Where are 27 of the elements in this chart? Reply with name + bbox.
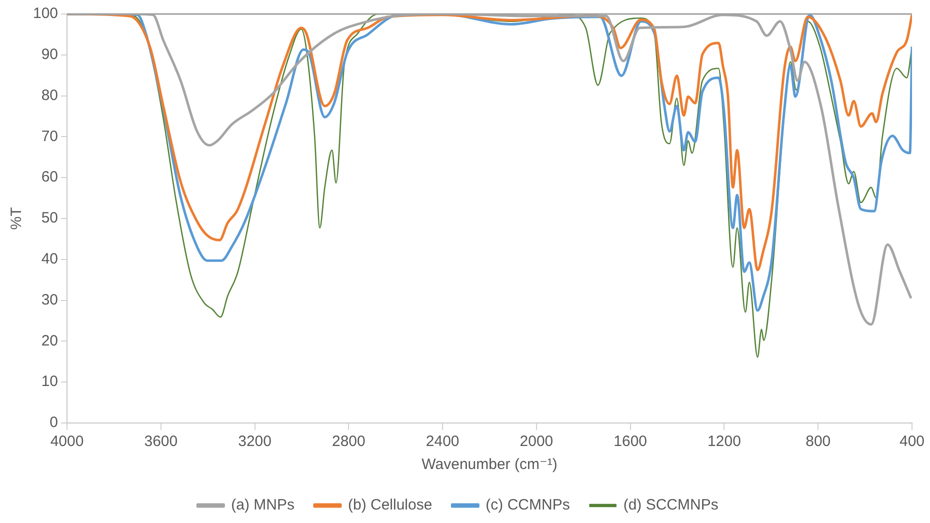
- y-tick-label: 50: [41, 210, 58, 227]
- legend-label: (b) Cellulose: [348, 496, 432, 514]
- y-tick-label: 80: [41, 86, 58, 104]
- y-tick-label: 40: [41, 250, 58, 268]
- x-tick-label: 3600: [144, 433, 178, 450]
- legend-label: (d) SCCMNPs: [623, 496, 718, 514]
- x-tick-label: 2400: [426, 433, 460, 450]
- x-tick-label: 3200: [238, 433, 272, 450]
- x-tick-label: 4000: [50, 433, 84, 450]
- y-tick-label: 100: [32, 5, 58, 22]
- legend-label: (c) CCMNPs: [486, 496, 570, 514]
- x-tick-label: 2000: [520, 433, 554, 450]
- legend-label: (a) MNPs: [231, 496, 294, 514]
- y-axis-title: %T: [8, 207, 26, 230]
- y-tick-label: 90: [41, 46, 58, 64]
- y-tick-label: 70: [41, 128, 58, 145]
- x-tick-label: 1600: [614, 433, 648, 450]
- y-tick-label: 30: [41, 291, 58, 308]
- y-tick-label: 20: [41, 332, 58, 350]
- x-tick-label: 1200: [708, 433, 741, 450]
- y-tick-label: 10: [41, 373, 58, 390]
- x-tick-label: 400: [899, 433, 925, 450]
- x-tick-label: 800: [806, 433, 831, 450]
- x-axis-title: Wavenumber (cm⁻¹): [422, 456, 558, 474]
- y-tick-label: 60: [41, 168, 58, 186]
- x-tick-label: 2800: [332, 433, 366, 450]
- y-tick-label: 0: [50, 414, 58, 432]
